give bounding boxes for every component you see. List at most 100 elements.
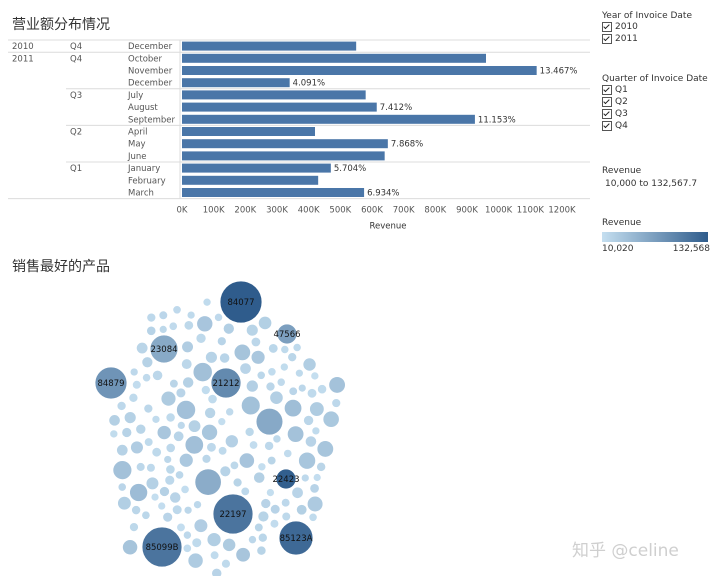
year-option-2011[interactable]: 2011 bbox=[602, 33, 692, 45]
product-bubble bbox=[328, 376, 346, 394]
quarter-option-label: Q3 bbox=[615, 109, 628, 119]
product-bubble bbox=[283, 398, 303, 418]
data-label: 6.934% bbox=[367, 189, 399, 199]
product-bubble bbox=[187, 552, 204, 569]
product-bubble-chart: 84077 47566 23084 84879 21212 22423 22197 85123… bbox=[94, 280, 346, 576]
checkbox-icon[interactable] bbox=[602, 34, 612, 44]
year-option-2010[interactable]: 2010 bbox=[602, 21, 692, 33]
data-label: 5.704% bbox=[334, 164, 366, 174]
product-bubble bbox=[280, 497, 291, 508]
product-bubble bbox=[269, 518, 280, 529]
product-bubble bbox=[182, 530, 192, 540]
x-tick-label: 1100K bbox=[517, 206, 545, 216]
product-bubble bbox=[240, 395, 261, 416]
product-bubble bbox=[176, 522, 186, 533]
product-bubble bbox=[309, 401, 325, 417]
year-label: 2011 bbox=[12, 54, 34, 64]
product-bubble bbox=[163, 455, 173, 464]
data-label: 7.868% bbox=[391, 140, 423, 150]
product-bubble bbox=[219, 352, 231, 364]
quarter-option-label: Q1 bbox=[615, 85, 628, 95]
quarter-label: Q4 bbox=[70, 42, 82, 52]
product-bubble bbox=[178, 452, 194, 468]
product-bubble bbox=[316, 440, 335, 458]
product-bubble bbox=[247, 535, 257, 545]
product-bubble bbox=[158, 324, 168, 334]
year-option-label: 2010 bbox=[615, 22, 638, 32]
bubble-label: 21212 bbox=[212, 379, 239, 389]
product-bubble bbox=[304, 435, 318, 448]
data-label: 7.412% bbox=[380, 103, 412, 113]
product-bubble bbox=[151, 446, 162, 458]
checkbox-icon[interactable] bbox=[602, 85, 612, 95]
legend-min-label: 10,020 bbox=[602, 244, 634, 254]
product-bubble bbox=[146, 312, 157, 323]
product-bubble bbox=[316, 461, 327, 472]
product-bubble bbox=[209, 550, 220, 560]
quarter-option-label: Q2 bbox=[615, 97, 628, 107]
product-bubble bbox=[162, 511, 174, 523]
x-axis-title: Revenue bbox=[369, 222, 406, 232]
product-bubble bbox=[250, 349, 266, 365]
checkbox-icon[interactable] bbox=[602, 109, 612, 119]
bubble-label: 85099B bbox=[146, 543, 179, 553]
product-bubble bbox=[204, 406, 217, 419]
month-label: September bbox=[128, 115, 175, 125]
product-bubble bbox=[181, 340, 194, 354]
product-bubble bbox=[117, 482, 127, 492]
legend-gradient bbox=[602, 232, 708, 242]
month-label: December bbox=[128, 42, 173, 52]
x-tick-label: 500K bbox=[329, 206, 351, 216]
revenue-filter[interactable]: Revenue 10,000 to 132,567.7 bbox=[602, 166, 697, 189]
checkbox-icon[interactable] bbox=[602, 121, 612, 131]
product-bubble bbox=[265, 488, 275, 497]
quarter-option-q2[interactable]: Q2 bbox=[602, 96, 708, 108]
product-bubble bbox=[253, 471, 266, 484]
product-bubble bbox=[292, 342, 302, 353]
quarter-option-q4[interactable]: Q4 bbox=[602, 120, 708, 132]
bubble-label: 22423 bbox=[272, 475, 299, 485]
product-bubble bbox=[168, 321, 178, 331]
product-bubble bbox=[187, 419, 202, 433]
bubble-label: 85123A bbox=[280, 534, 313, 544]
quarter-label: Q1 bbox=[70, 164, 82, 174]
x-tick-label: 900K bbox=[456, 206, 478, 216]
bubble-label: 84077 bbox=[227, 298, 254, 308]
x-tick-label: 200K bbox=[234, 206, 256, 216]
product-bubble bbox=[266, 455, 277, 466]
month-label: January bbox=[127, 164, 160, 174]
product-bubble bbox=[310, 371, 320, 381]
bar bbox=[182, 175, 319, 185]
product-bubble bbox=[302, 357, 317, 372]
product-bubble bbox=[112, 460, 133, 481]
data-label: 4.091% bbox=[293, 79, 325, 89]
checkbox-icon[interactable] bbox=[602, 22, 612, 32]
quarter-option-q3[interactable]: Q3 bbox=[602, 108, 708, 120]
product-bubble bbox=[172, 430, 185, 442]
product-bubble bbox=[156, 425, 172, 441]
product-bubble bbox=[300, 473, 310, 483]
product-bubble bbox=[222, 322, 235, 335]
product-bubble bbox=[229, 460, 240, 471]
product-bubble bbox=[297, 383, 307, 393]
product-bubble bbox=[158, 310, 169, 321]
product-bubble bbox=[331, 398, 342, 408]
product-bubble bbox=[213, 312, 224, 322]
quarter-option-q1[interactable]: Q1 bbox=[602, 84, 708, 96]
x-tick-label: 1000K bbox=[485, 206, 513, 216]
bar bbox=[182, 90, 366, 100]
product-bubble bbox=[194, 468, 222, 496]
x-tick-label: 100K bbox=[203, 206, 225, 216]
product-bubble bbox=[129, 483, 149, 502]
x-tick-label: 0K bbox=[177, 206, 188, 216]
product-bubble bbox=[191, 537, 203, 549]
product-bubble bbox=[131, 379, 142, 390]
product-bubble bbox=[131, 505, 142, 516]
product-bubble bbox=[280, 344, 290, 355]
product-bubble bbox=[151, 414, 161, 424]
product-bubble bbox=[146, 462, 156, 473]
product-bubble bbox=[193, 500, 203, 510]
legend-max-label: 132,568 bbox=[672, 244, 710, 254]
x-tick-label: 1200K bbox=[548, 206, 576, 216]
checkbox-icon[interactable] bbox=[602, 97, 612, 107]
